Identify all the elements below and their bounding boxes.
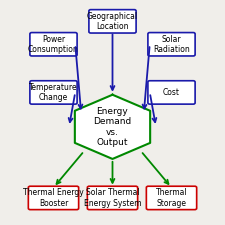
Text: Energy
Demand
vs.
Output: Energy Demand vs. Output: [93, 107, 132, 147]
Polygon shape: [75, 95, 150, 159]
FancyBboxPatch shape: [148, 33, 195, 56]
Text: Thermal Energy
Booster: Thermal Energy Booster: [23, 188, 84, 208]
FancyBboxPatch shape: [148, 81, 195, 104]
FancyBboxPatch shape: [89, 10, 136, 33]
Text: Temperature
Change: Temperature Change: [29, 83, 78, 102]
FancyBboxPatch shape: [30, 81, 77, 104]
FancyBboxPatch shape: [28, 186, 79, 210]
Text: Thermal
Storage: Thermal Storage: [156, 188, 187, 208]
FancyBboxPatch shape: [30, 33, 77, 56]
FancyBboxPatch shape: [87, 186, 138, 210]
Text: Power
Consumption: Power Consumption: [28, 35, 79, 54]
Text: Cost: Cost: [163, 88, 180, 97]
FancyBboxPatch shape: [146, 186, 197, 210]
Text: Solar Thermal
Energy System: Solar Thermal Energy System: [84, 188, 141, 208]
Text: Solar
Radiation: Solar Radiation: [153, 35, 190, 54]
Text: Geographical
Location: Geographical Location: [87, 12, 138, 31]
